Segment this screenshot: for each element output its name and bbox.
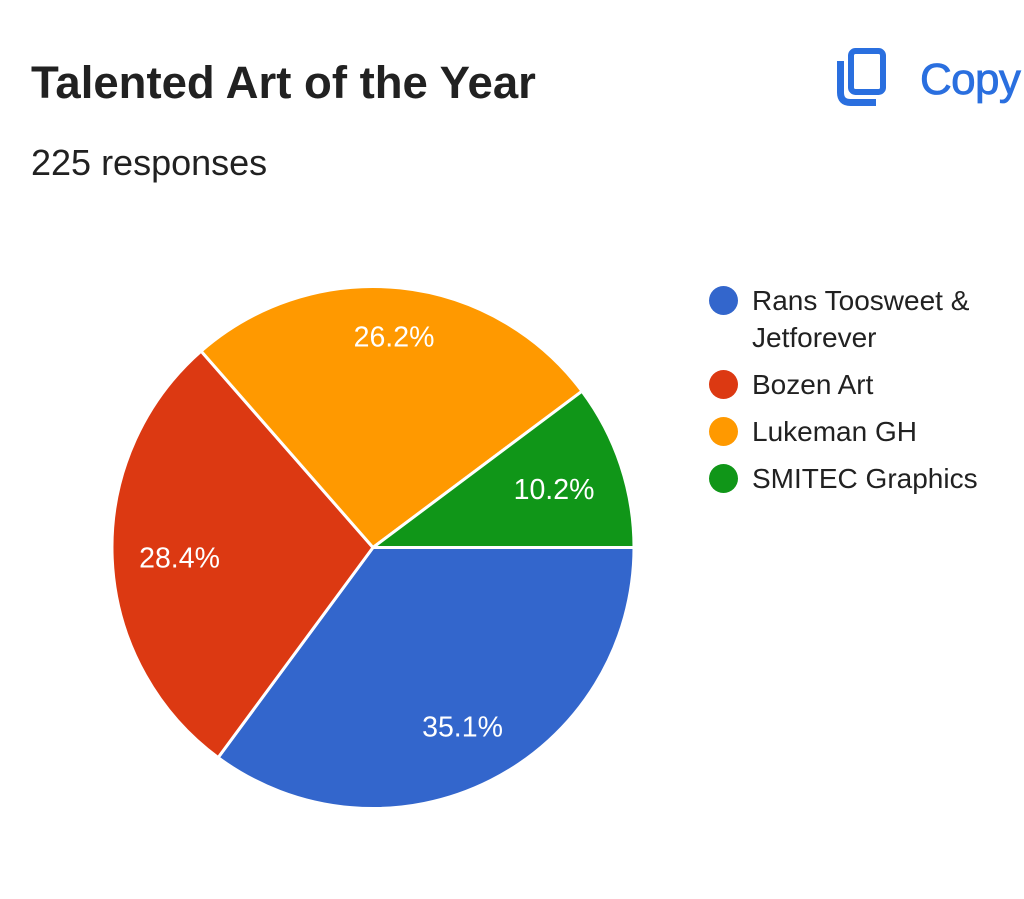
svg-text:10.2%: 10.2% <box>514 474 595 506</box>
svg-text:28.4%: 28.4% <box>139 542 220 574</box>
svg-text:35.1%: 35.1% <box>422 711 503 743</box>
svg-text:26.2%: 26.2% <box>354 321 435 353</box>
